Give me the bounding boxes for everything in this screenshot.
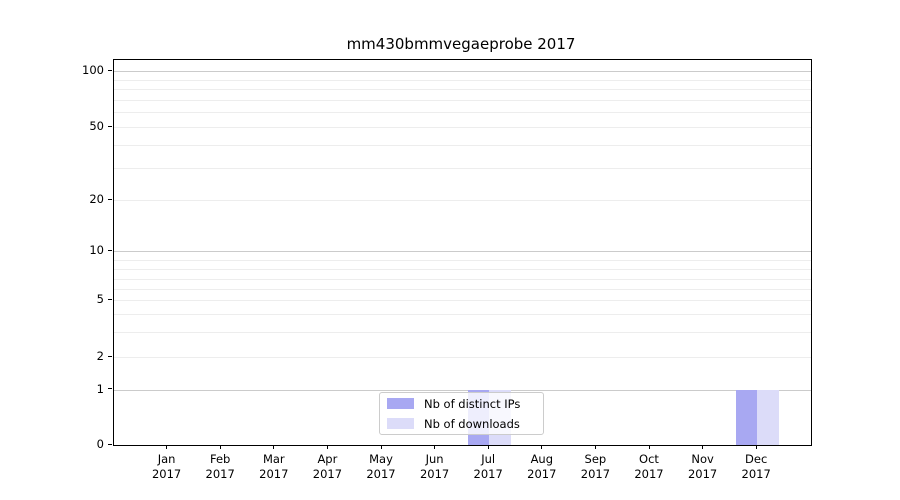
y-gridline-1 — [114, 389, 811, 391]
x-tick-label-jun: Jun 2017 — [405, 452, 465, 482]
x-tick-label-year: 2017 — [687, 467, 718, 481]
y-gridline-80 — [114, 89, 811, 90]
x-tick-apr — [326, 445, 329, 449]
x-tick-label-jul: Jul 2017 — [458, 452, 518, 482]
x-tick-label-dec: Dec 2017 — [726, 452, 786, 482]
y-gridline-8 — [114, 269, 811, 270]
bar-downloads-dec — [757, 389, 779, 445]
x-tick-feb — [219, 445, 221, 449]
y-tick-label-10: 10 — [89, 243, 104, 257]
legend-label-distinct-ips: Nb of distinct IPs — [424, 396, 521, 411]
y-tick-label-1: 1 — [96, 381, 104, 396]
x-tick-label-month: May — [369, 452, 393, 466]
y-tick-1 — [108, 388, 112, 390]
legend: Nb of distinct IPs Nb of downloads — [379, 392, 544, 435]
x-tick-label-year: 2017 — [419, 467, 450, 481]
x-tick-label-jan: Jan 2017 — [137, 452, 197, 482]
x-tick-sep — [594, 445, 597, 449]
y-gridline-7 — [114, 278, 811, 280]
y-gridline-70 — [114, 99, 811, 101]
x-tick-label-year: 2017 — [151, 467, 182, 481]
legend-swatch-downloads — [387, 418, 414, 429]
x-tick-mar — [273, 445, 275, 449]
y-tick-10 — [108, 249, 112, 251]
x-tick-label-month: Apr — [317, 452, 338, 466]
y-gridline-30 — [114, 167, 811, 169]
x-tick-label-oct: Oct 2017 — [619, 452, 679, 482]
y-gridline-40 — [114, 144, 811, 146]
y-tick-20 — [108, 198, 112, 200]
y-gridline-60 — [114, 112, 811, 114]
y-tick-label-20: 20 — [89, 192, 104, 206]
chart-title: mm430bmmvegaeprobe 2017 — [346, 35, 576, 53]
x-tick-label-month: Feb — [210, 452, 231, 466]
y-gridline-20 — [114, 200, 811, 201]
y-tick-0 — [108, 443, 112, 445]
x-tick-label-year: 2017 — [259, 467, 289, 481]
x-tick-nov — [702, 445, 704, 449]
x-tick-label-year: 2017 — [473, 467, 503, 481]
legend-swatch-distinct-ips — [387, 398, 414, 409]
y-tick-label-5: 5 — [96, 292, 104, 306]
x-tick-dec — [755, 445, 757, 449]
x-tick-label-may: May 2017 — [351, 452, 411, 482]
x-tick-label-nov: Nov 2017 — [673, 452, 733, 482]
x-tick-label-month: Oct — [639, 452, 659, 466]
x-tick-aug — [541, 445, 543, 449]
y-tick-label-50: 50 — [89, 119, 104, 133]
bar-distinct-ips-dec — [735, 389, 758, 445]
x-tick-label-mar: Mar 2017 — [244, 452, 304, 482]
x-tick-label-aug: Aug 2017 — [512, 452, 572, 482]
x-tick-label-month: Jul — [481, 452, 496, 466]
x-tick-label-year: 2017 — [741, 467, 771, 481]
x-tick-oct — [648, 445, 650, 449]
y-gridline-100 — [114, 71, 811, 72]
y-gridline-9 — [114, 260, 811, 261]
x-tick-label-month: Jun — [425, 452, 444, 466]
y-tick-label-100: 100 — [82, 63, 104, 77]
x-tick-label-month: Aug — [530, 452, 554, 466]
y-gridline-50 — [114, 127, 811, 128]
y-gridline-6 — [114, 289, 811, 290]
x-tick-jul — [487, 445, 489, 449]
x-tick-label-month: Sep — [584, 452, 607, 466]
y-tick-100 — [108, 69, 112, 71]
x-tick-label-feb: Feb 2017 — [190, 452, 250, 482]
x-tick-label-year: 2017 — [580, 467, 611, 481]
legend-label-downloads: Nb of downloads — [424, 416, 520, 431]
y-tick-2 — [108, 355, 112, 357]
x-tick-jan — [166, 445, 168, 449]
y-gridline-4 — [114, 314, 811, 315]
plot-area: Nb of distinct IPs Nb of downloads — [113, 59, 812, 446]
x-tick-label-month: Dec — [745, 452, 768, 466]
y-tick-50 — [108, 125, 112, 127]
x-tick-label-year: 2017 — [527, 467, 557, 481]
x-tick-jun — [434, 445, 436, 449]
x-tick-label-month: Jan — [157, 452, 176, 466]
x-tick-label-month: Mar — [262, 452, 285, 466]
x-tick-label-sep: Sep 2017 — [565, 452, 625, 482]
y-gridline-2 — [114, 357, 811, 358]
x-tick-label-month: Nov — [691, 452, 714, 466]
x-tick-label-year: 2017 — [205, 467, 235, 481]
x-tick-label-year: 2017 — [366, 467, 396, 481]
y-tick-label-0: 0 — [96, 437, 104, 451]
y-gridline-10 — [114, 251, 811, 252]
y-gridline-90 — [114, 79, 811, 81]
x-tick-may — [380, 445, 382, 449]
legend-item-downloads: Nb of downloads — [387, 415, 536, 432]
y-gridline-3 — [114, 332, 811, 333]
x-tick-label-year: 2017 — [312, 467, 343, 481]
x-tick-label-apr: Apr 2017 — [297, 452, 357, 482]
y-tick-label-2: 2 — [96, 349, 104, 363]
x-tick-label-year: 2017 — [634, 467, 664, 481]
y-tick-5 — [108, 298, 112, 300]
legend-item-distinct-ips: Nb of distinct IPs — [387, 395, 536, 412]
y-gridline-5 — [114, 300, 811, 301]
